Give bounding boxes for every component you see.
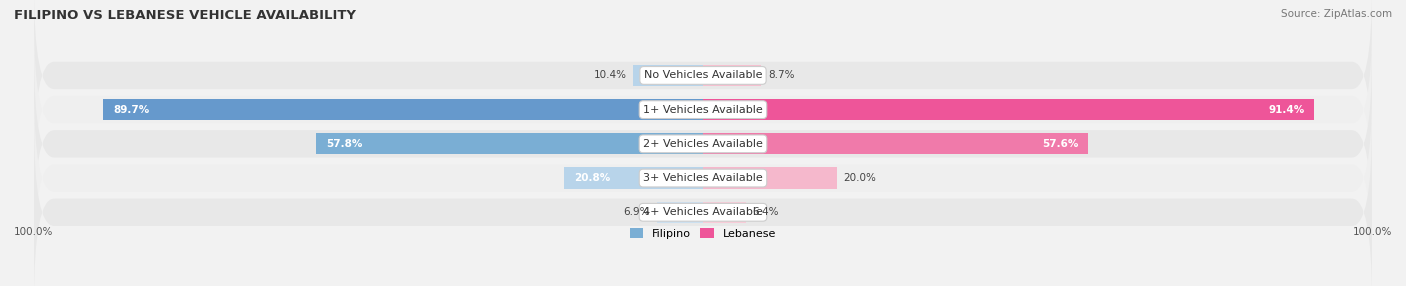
Text: Source: ZipAtlas.com: Source: ZipAtlas.com [1281,9,1392,19]
Bar [564,168,703,189]
Bar [703,168,837,189]
Legend: Filipino, Lebanese: Filipino, Lebanese [626,224,780,244]
Bar [703,202,745,223]
Text: 3+ Vehicles Available: 3+ Vehicles Available [643,173,763,183]
Text: FILIPINO VS LEBANESE VEHICLE AVAILABILITY: FILIPINO VS LEBANESE VEHICLE AVAILABILIT… [14,9,356,21]
Text: 100.0%: 100.0% [1353,227,1392,237]
Bar [703,65,761,86]
Text: 6.4%: 6.4% [752,207,779,217]
Bar [316,133,703,154]
Text: 20.0%: 20.0% [844,173,876,183]
Text: 57.8%: 57.8% [326,139,363,149]
Bar [703,133,1088,154]
FancyBboxPatch shape [34,21,1372,198]
Text: No Vehicles Available: No Vehicles Available [644,70,762,80]
Text: 57.6%: 57.6% [1042,139,1078,149]
Bar [103,99,703,120]
FancyBboxPatch shape [34,89,1372,267]
Text: 6.9%: 6.9% [624,207,650,217]
Bar [634,65,703,86]
Bar [703,99,1315,120]
Text: 89.7%: 89.7% [112,105,149,115]
Bar [657,202,703,223]
FancyBboxPatch shape [34,123,1372,286]
FancyBboxPatch shape [34,55,1372,233]
Text: 1+ Vehicles Available: 1+ Vehicles Available [643,105,763,115]
Text: 10.4%: 10.4% [593,70,627,80]
Text: 20.8%: 20.8% [574,173,610,183]
Text: 2+ Vehicles Available: 2+ Vehicles Available [643,139,763,149]
Text: 8.7%: 8.7% [768,70,794,80]
Text: 100.0%: 100.0% [14,227,53,237]
Text: 91.4%: 91.4% [1268,105,1305,115]
FancyBboxPatch shape [34,0,1372,164]
Text: 4+ Vehicles Available: 4+ Vehicles Available [643,207,763,217]
